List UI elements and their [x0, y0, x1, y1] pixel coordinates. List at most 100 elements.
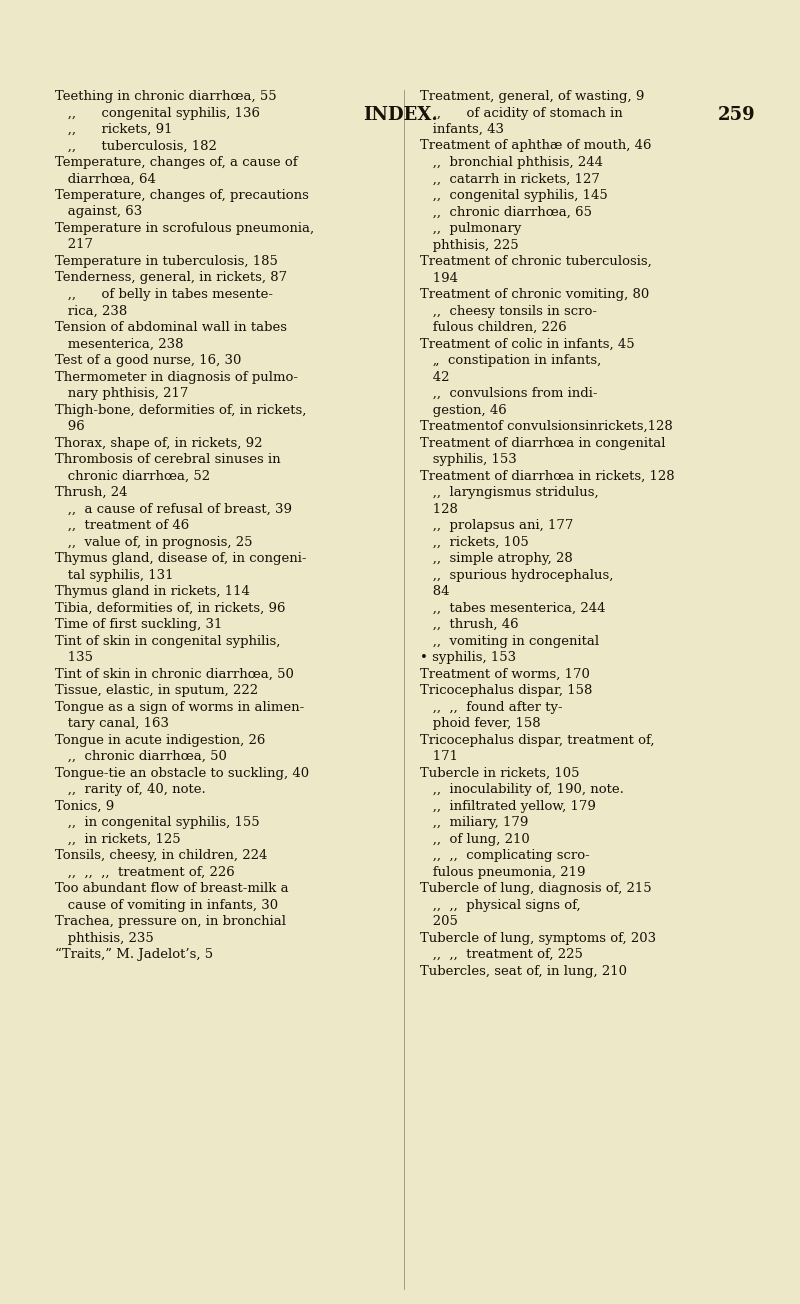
Text: ,,      tuberculosis, 182: ,, tuberculosis, 182 [55, 140, 217, 153]
Text: 135: 135 [55, 651, 93, 664]
Text: ,,  in rickets, 125: ,, in rickets, 125 [55, 832, 181, 845]
Text: Teething in chronic diarrhœa, 55: Teething in chronic diarrhœa, 55 [55, 90, 277, 103]
Text: phthisis, 225: phthisis, 225 [420, 239, 518, 252]
Text: “Traits,” M. Jadelot’s, 5: “Traits,” M. Jadelot’s, 5 [55, 948, 213, 961]
Text: 205: 205 [420, 915, 458, 928]
Text: Tibia, deformities of, in rickets, 96: Tibia, deformities of, in rickets, 96 [55, 601, 286, 614]
Text: chronic diarrhœa, 52: chronic diarrhœa, 52 [55, 469, 210, 482]
Text: Treatment, general, of wasting, 9: Treatment, general, of wasting, 9 [420, 90, 644, 103]
Text: Temperature in tuberculosis, 185: Temperature in tuberculosis, 185 [55, 256, 278, 269]
Text: phoid fever, 158: phoid fever, 158 [420, 717, 541, 730]
Text: mesenterica, 238: mesenterica, 238 [55, 338, 183, 351]
Text: ,,  in congenital syphilis, 155: ,, in congenital syphilis, 155 [55, 816, 260, 829]
Text: ,,      congenital syphilis, 136: ,, congenital syphilis, 136 [55, 107, 260, 120]
Text: Temperature in scrofulous pneumonia,: Temperature in scrofulous pneumonia, [55, 222, 314, 235]
Text: 194: 194 [420, 271, 458, 284]
Text: ,,  ,,  ,,  treatment of, 226: ,, ,, ,, treatment of, 226 [55, 866, 234, 879]
Text: ,,  prolapsus ani, 177: ,, prolapsus ani, 177 [420, 519, 574, 532]
Text: nary phthisis, 217: nary phthisis, 217 [55, 387, 188, 400]
Text: infants, 43: infants, 43 [420, 123, 504, 136]
Text: Thrush, 24: Thrush, 24 [55, 486, 127, 499]
Text: ,,  treatment of 46: ,, treatment of 46 [55, 519, 190, 532]
Text: ,,  catarrh in rickets, 127: ,, catarrh in rickets, 127 [420, 172, 600, 185]
Text: against, 63: against, 63 [55, 206, 142, 219]
Text: Tongue in acute indigestion, 26: Tongue in acute indigestion, 26 [55, 734, 266, 746]
Text: ,,  ,,  treatment of, 225: ,, ,, treatment of, 225 [420, 948, 583, 961]
Text: ,,  ,,  complicating scro-: ,, ,, complicating scro- [420, 849, 590, 862]
Text: 217: 217 [55, 239, 93, 252]
Text: ,,      rickets, 91: ,, rickets, 91 [55, 123, 173, 136]
Text: INDEX.: INDEX. [362, 106, 438, 124]
Text: fulous pneumonia, 219: fulous pneumonia, 219 [420, 866, 586, 879]
Text: fulous children, 226: fulous children, 226 [420, 321, 566, 334]
Text: Temperature, changes of, a cause of: Temperature, changes of, a cause of [55, 156, 298, 170]
Text: ,,  ,,  found after ty-: ,, ,, found after ty- [420, 700, 562, 713]
Text: ,,      of belly in tabes mesente-: ,, of belly in tabes mesente- [55, 288, 273, 301]
Text: Tint of skin in congenital syphilis,: Tint of skin in congenital syphilis, [55, 635, 280, 648]
Text: Tubercle in rickets, 105: Tubercle in rickets, 105 [420, 767, 579, 780]
Text: Tricocephalus dispar, treatment of,: Tricocephalus dispar, treatment of, [420, 734, 654, 746]
Text: Tubercles, seat of, in lung, 210: Tubercles, seat of, in lung, 210 [420, 965, 627, 978]
Text: Thymus gland, disease of, in congeni-: Thymus gland, disease of, in congeni- [55, 552, 306, 565]
Text: Time of first suckling, 31: Time of first suckling, 31 [55, 618, 222, 631]
Text: Thorax, shape of, in rickets, 92: Thorax, shape of, in rickets, 92 [55, 437, 262, 450]
Text: Tenderness, general, in rickets, 87: Tenderness, general, in rickets, 87 [55, 271, 287, 284]
Text: rica, 238: rica, 238 [55, 305, 127, 317]
Text: Too abundant flow of breast-milk a: Too abundant flow of breast-milk a [55, 882, 289, 895]
Text: ,,  convulsions from indi-: ,, convulsions from indi- [420, 387, 598, 400]
Text: Treatment of diarrhœa in rickets, 128: Treatment of diarrhœa in rickets, 128 [420, 469, 674, 482]
Text: Tubercle of lung, symptoms of, 203: Tubercle of lung, symptoms of, 203 [420, 931, 656, 944]
Text: ,,  tabes mesenterica, 244: ,, tabes mesenterica, 244 [420, 601, 606, 614]
Text: Treatment of chronic tuberculosis,: Treatment of chronic tuberculosis, [420, 256, 652, 269]
Text: Tint of skin in chronic diarrhœa, 50: Tint of skin in chronic diarrhœa, 50 [55, 668, 294, 681]
Text: 84: 84 [420, 585, 450, 599]
Text: Treatment of worms, 170: Treatment of worms, 170 [420, 668, 590, 681]
Text: Tongue as a sign of worms in alimen-: Tongue as a sign of worms in alimen- [55, 700, 304, 713]
Text: 259: 259 [718, 106, 755, 124]
Text: ,,  bronchial phthisis, 244: ,, bronchial phthisis, 244 [420, 156, 603, 170]
Text: ,,  chronic diarrhœa, 50: ,, chronic diarrhœa, 50 [55, 750, 227, 763]
Text: Tonics, 9: Tonics, 9 [55, 799, 114, 812]
Text: Treatmentof convulsionsinrickets,128: Treatmentof convulsionsinrickets,128 [420, 420, 673, 433]
Text: 42: 42 [420, 370, 450, 383]
Text: • syphilis, 153: • syphilis, 153 [420, 651, 516, 664]
Text: tary canal, 163: tary canal, 163 [55, 717, 169, 730]
Text: „  constipation in infants,: „ constipation in infants, [420, 353, 602, 366]
Text: Tubercle of lung, diagnosis of, 215: Tubercle of lung, diagnosis of, 215 [420, 882, 652, 895]
Text: phthisis, 235: phthisis, 235 [55, 931, 154, 944]
Text: ,,      of acidity of stomach in: ,, of acidity of stomach in [420, 107, 622, 120]
Text: gestion, 46: gestion, 46 [420, 403, 506, 416]
Text: Thermometer in diagnosis of pulmo-: Thermometer in diagnosis of pulmo- [55, 370, 298, 383]
Text: Temperature, changes of, precautions: Temperature, changes of, precautions [55, 189, 309, 202]
Text: Tissue, elastic, in sputum, 222: Tissue, elastic, in sputum, 222 [55, 685, 258, 698]
Text: Treatment of colic in infants, 45: Treatment of colic in infants, 45 [420, 338, 634, 351]
Text: ,,  pulmonary: ,, pulmonary [420, 222, 522, 235]
Text: Trachea, pressure on, in bronchial: Trachea, pressure on, in bronchial [55, 915, 286, 928]
Text: Tongue-tie an obstacle to suckling, 40: Tongue-tie an obstacle to suckling, 40 [55, 767, 309, 780]
Text: tal syphilis, 131: tal syphilis, 131 [55, 569, 174, 582]
Text: Thigh-bone, deformities of, in rickets,: Thigh-bone, deformities of, in rickets, [55, 403, 306, 416]
Text: Tonsils, cheesy, in children, 224: Tonsils, cheesy, in children, 224 [55, 849, 267, 862]
Text: ,,  thrush, 46: ,, thrush, 46 [420, 618, 518, 631]
Text: ,,  a cause of refusal of breast, 39: ,, a cause of refusal of breast, 39 [55, 502, 292, 515]
Text: 96: 96 [55, 420, 85, 433]
Text: Treatment of chronic vomiting, 80: Treatment of chronic vomiting, 80 [420, 288, 650, 301]
Text: ,,  spurious hydrocephalus,: ,, spurious hydrocephalus, [420, 569, 614, 582]
Text: ,,  value of, in prognosis, 25: ,, value of, in prognosis, 25 [55, 536, 253, 549]
Text: ,,  rickets, 105: ,, rickets, 105 [420, 536, 529, 549]
Text: ,,  cheesy tonsils in scro-: ,, cheesy tonsils in scro- [420, 305, 597, 317]
Text: ,,  of lung, 210: ,, of lung, 210 [420, 832, 530, 845]
Text: Tricocephalus dispar, 158: Tricocephalus dispar, 158 [420, 685, 592, 698]
Text: ,,  inoculability of, 190, note.: ,, inoculability of, 190, note. [420, 782, 624, 795]
Text: syphilis, 153: syphilis, 153 [420, 452, 517, 466]
Text: ,,  miliary, 179: ,, miliary, 179 [420, 816, 528, 829]
Text: ,,  rarity of, 40, note.: ,, rarity of, 40, note. [55, 782, 206, 795]
Text: Thymus gland in rickets, 114: Thymus gland in rickets, 114 [55, 585, 250, 599]
Text: ,,  vomiting in congenital: ,, vomiting in congenital [420, 635, 599, 648]
Text: cause of vomiting in infants, 30: cause of vomiting in infants, 30 [55, 898, 278, 911]
Text: ,,  infiltrated yellow, 179: ,, infiltrated yellow, 179 [420, 799, 596, 812]
Text: 128: 128 [420, 502, 458, 515]
Text: Thrombosis of cerebral sinuses in: Thrombosis of cerebral sinuses in [55, 452, 281, 466]
Text: ,,  chronic diarrhœa, 65: ,, chronic diarrhœa, 65 [420, 206, 592, 219]
Text: ,,  ,,  physical signs of,: ,, ,, physical signs of, [420, 898, 581, 911]
